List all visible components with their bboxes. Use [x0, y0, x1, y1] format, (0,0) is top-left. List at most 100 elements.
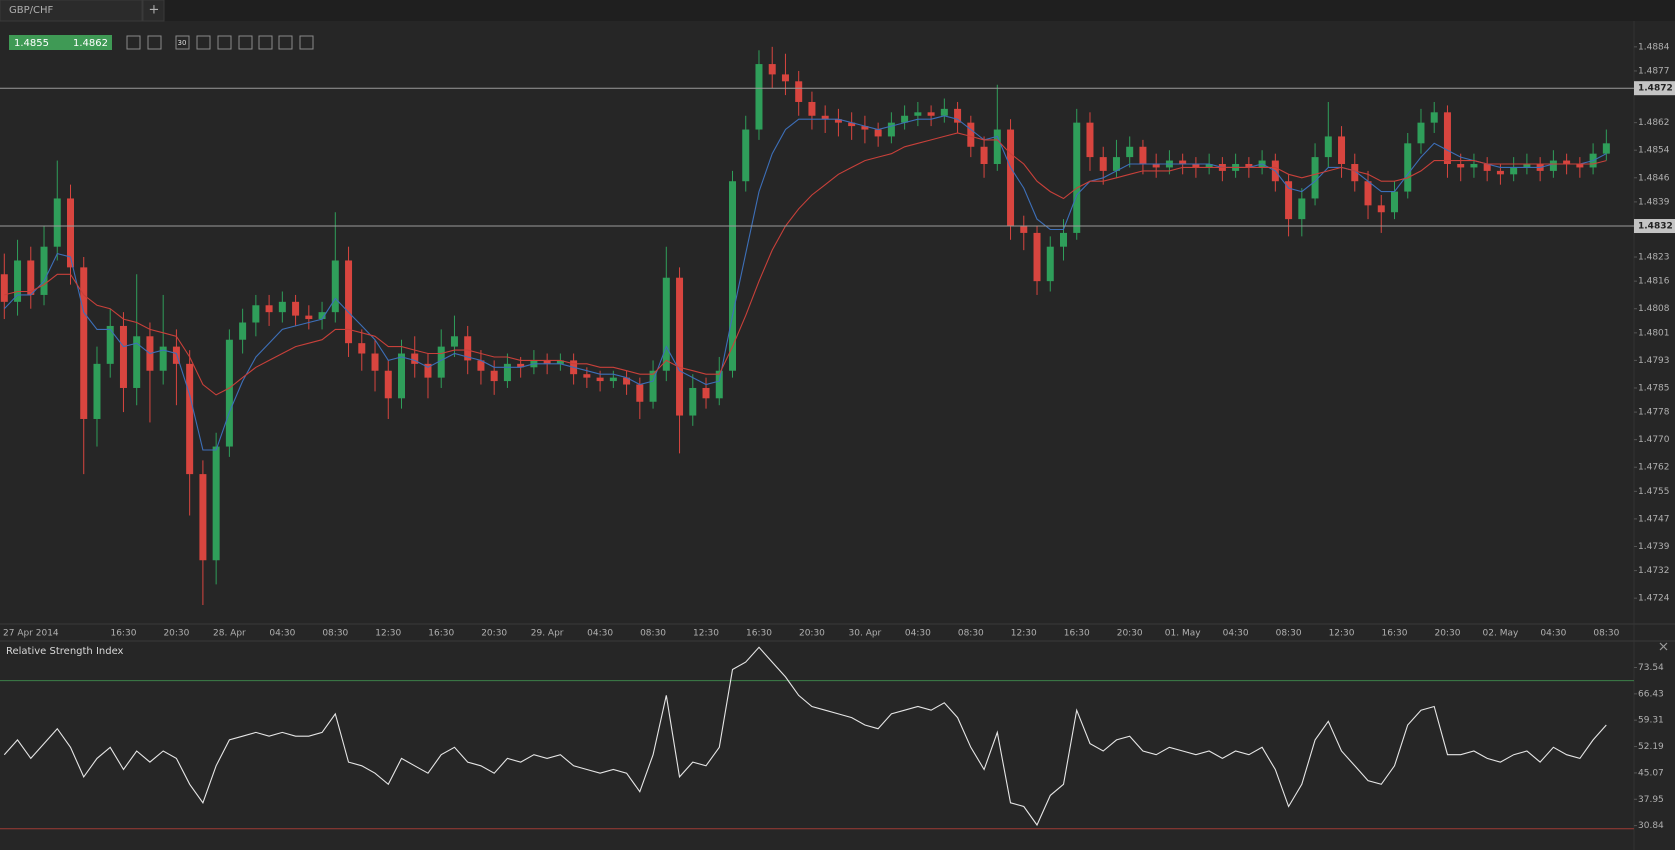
- bullish-candle: [278, 301, 286, 313]
- bullish-candle: [914, 112, 922, 116]
- bearish-candle: [1139, 146, 1147, 164]
- y-tick-label: 1.4884: [1638, 42, 1670, 52]
- x-tick-label: 04:30: [1540, 629, 1566, 639]
- x-tick-label: 08:30: [322, 629, 348, 639]
- bearish-candle: [1245, 163, 1253, 168]
- bearish-candle: [1285, 181, 1293, 220]
- ask[interactable]: 1.4862: [73, 38, 108, 49]
- bearish-candle: [768, 64, 776, 75]
- y-tick-label: 52.19: [1638, 742, 1664, 752]
- objects[interactable]: [258, 35, 273, 50]
- moving-average: [4, 132, 1607, 396]
- bearish-candle: [1007, 129, 1015, 227]
- bearish-candle: [1033, 232, 1041, 282]
- x-tick-label: 02. May: [1483, 629, 1519, 639]
- edit[interactable]: [278, 35, 293, 50]
- bearish-candle: [583, 374, 591, 378]
- template[interactable]: [238, 35, 253, 50]
- symbol-tab[interactable]: GBP/CHF: [9, 5, 54, 16]
- bullish-candle: [1404, 143, 1412, 192]
- level-label-box: [1634, 219, 1675, 234]
- close-indicator[interactable]: [1659, 642, 1668, 651]
- bullish-candle: [887, 122, 895, 137]
- x-tick-label: 04:30: [269, 629, 295, 639]
- x-tick-label: 12:30: [1329, 629, 1355, 639]
- bullish-candle: [93, 363, 101, 419]
- close-stroke[interactable]: [1659, 642, 1668, 651]
- chart-type[interactable]: [196, 35, 211, 50]
- bullish-candle: [1430, 112, 1438, 123]
- moving-average: [3, 115, 1607, 451]
- y-tick-label: 45.07: [1638, 768, 1664, 778]
- bearish-candle: [1576, 163, 1584, 168]
- y-tick-label: 1.4747: [1638, 514, 1670, 524]
- draw[interactable]: [299, 35, 314, 50]
- bullish-candle: [450, 336, 458, 347]
- bearish-candle: [967, 122, 975, 147]
- bullish-candle: [940, 108, 948, 116]
- bearish-candle: [186, 363, 194, 475]
- tab[interactable]: [0, 0, 143, 22]
- bullish-candle: [1510, 167, 1518, 175]
- bearish-candle: [1020, 226, 1028, 233]
- timeframe[interactable]: 30: [178, 39, 187, 47]
- x-tick-label: 04:30: [905, 629, 931, 639]
- bullish-candle: [1073, 122, 1081, 233]
- bullish-candle: [40, 246, 48, 295]
- bearish-candle: [702, 387, 710, 399]
- rsi-line: [3, 646, 1607, 827]
- x-tick-label: 16:30: [110, 629, 136, 639]
- zoom-out[interactable]: [147, 35, 162, 50]
- bullish-candle: [225, 339, 233, 447]
- bid[interactable]: 1.4855: [14, 38, 49, 49]
- bullish-candle: [53, 198, 61, 247]
- bearish-candle: [1351, 163, 1359, 182]
- new-tab[interactable]: +: [149, 3, 160, 18]
- bearish-candle: [821, 115, 829, 120]
- x-tick-label: 27 Apr 2014: [3, 629, 59, 639]
- bearish-candle: [1364, 181, 1372, 206]
- bullish-candle: [106, 325, 114, 364]
- bearish-candle: [861, 126, 869, 130]
- bearish-candle: [834, 119, 842, 123]
- y-tick-label: 59.31: [1638, 716, 1664, 726]
- timeframe-button[interactable]: [175, 35, 190, 50]
- bearish-candle: [1443, 112, 1451, 164]
- x-tick-label: 20:30: [163, 629, 189, 639]
- indicators[interactable]: [217, 35, 232, 50]
- bearish-candle: [874, 129, 882, 137]
- bearish-candle: [27, 260, 35, 295]
- y-tick-label: 1.4755: [1638, 487, 1670, 497]
- bullish-candle: [503, 363, 511, 382]
- toolbar: [126, 35, 314, 50]
- level-label: 1.4832: [1638, 222, 1673, 232]
- y-tick-label: 1.4839: [1638, 197, 1670, 207]
- y-tick-label: 73.54: [1638, 663, 1664, 673]
- bearish-candle: [490, 370, 498, 382]
- x-tick-label: 20:30: [1434, 629, 1460, 639]
- bullish-candle: [1311, 157, 1319, 199]
- x-tick-label: 30. Apr: [849, 629, 882, 639]
- bullish-candle: [1549, 160, 1557, 171]
- bearish-candle: [358, 343, 366, 354]
- quote-box[interactable]: [9, 35, 112, 50]
- bearish-candle: [795, 81, 803, 102]
- bearish-candle: [411, 353, 419, 364]
- bearish-candle: [1563, 160, 1571, 164]
- bearish-candle: [1192, 163, 1200, 168]
- x-tick-label: 08:30: [1593, 629, 1619, 639]
- bearish-candle: [67, 198, 74, 268]
- zoom-in[interactable]: [126, 35, 141, 50]
- bearish-candle: [676, 277, 684, 416]
- y-tick-label: 1.4793: [1638, 356, 1670, 366]
- y-tick-label: 1.4862: [1638, 118, 1670, 128]
- bearish-candle: [927, 112, 935, 116]
- bearish-candle: [1099, 157, 1107, 171]
- new-tab-box[interactable]: [142, 0, 165, 22]
- y-tick-label: 1.4778: [1638, 408, 1670, 418]
- level-label: 1.4872: [1638, 84, 1673, 94]
- x-tick-label: 16:30: [428, 629, 454, 639]
- x-tick-label: 20:30: [799, 629, 825, 639]
- x-tick-label: 08:30: [640, 629, 666, 639]
- bearish-candle: [1377, 205, 1385, 213]
